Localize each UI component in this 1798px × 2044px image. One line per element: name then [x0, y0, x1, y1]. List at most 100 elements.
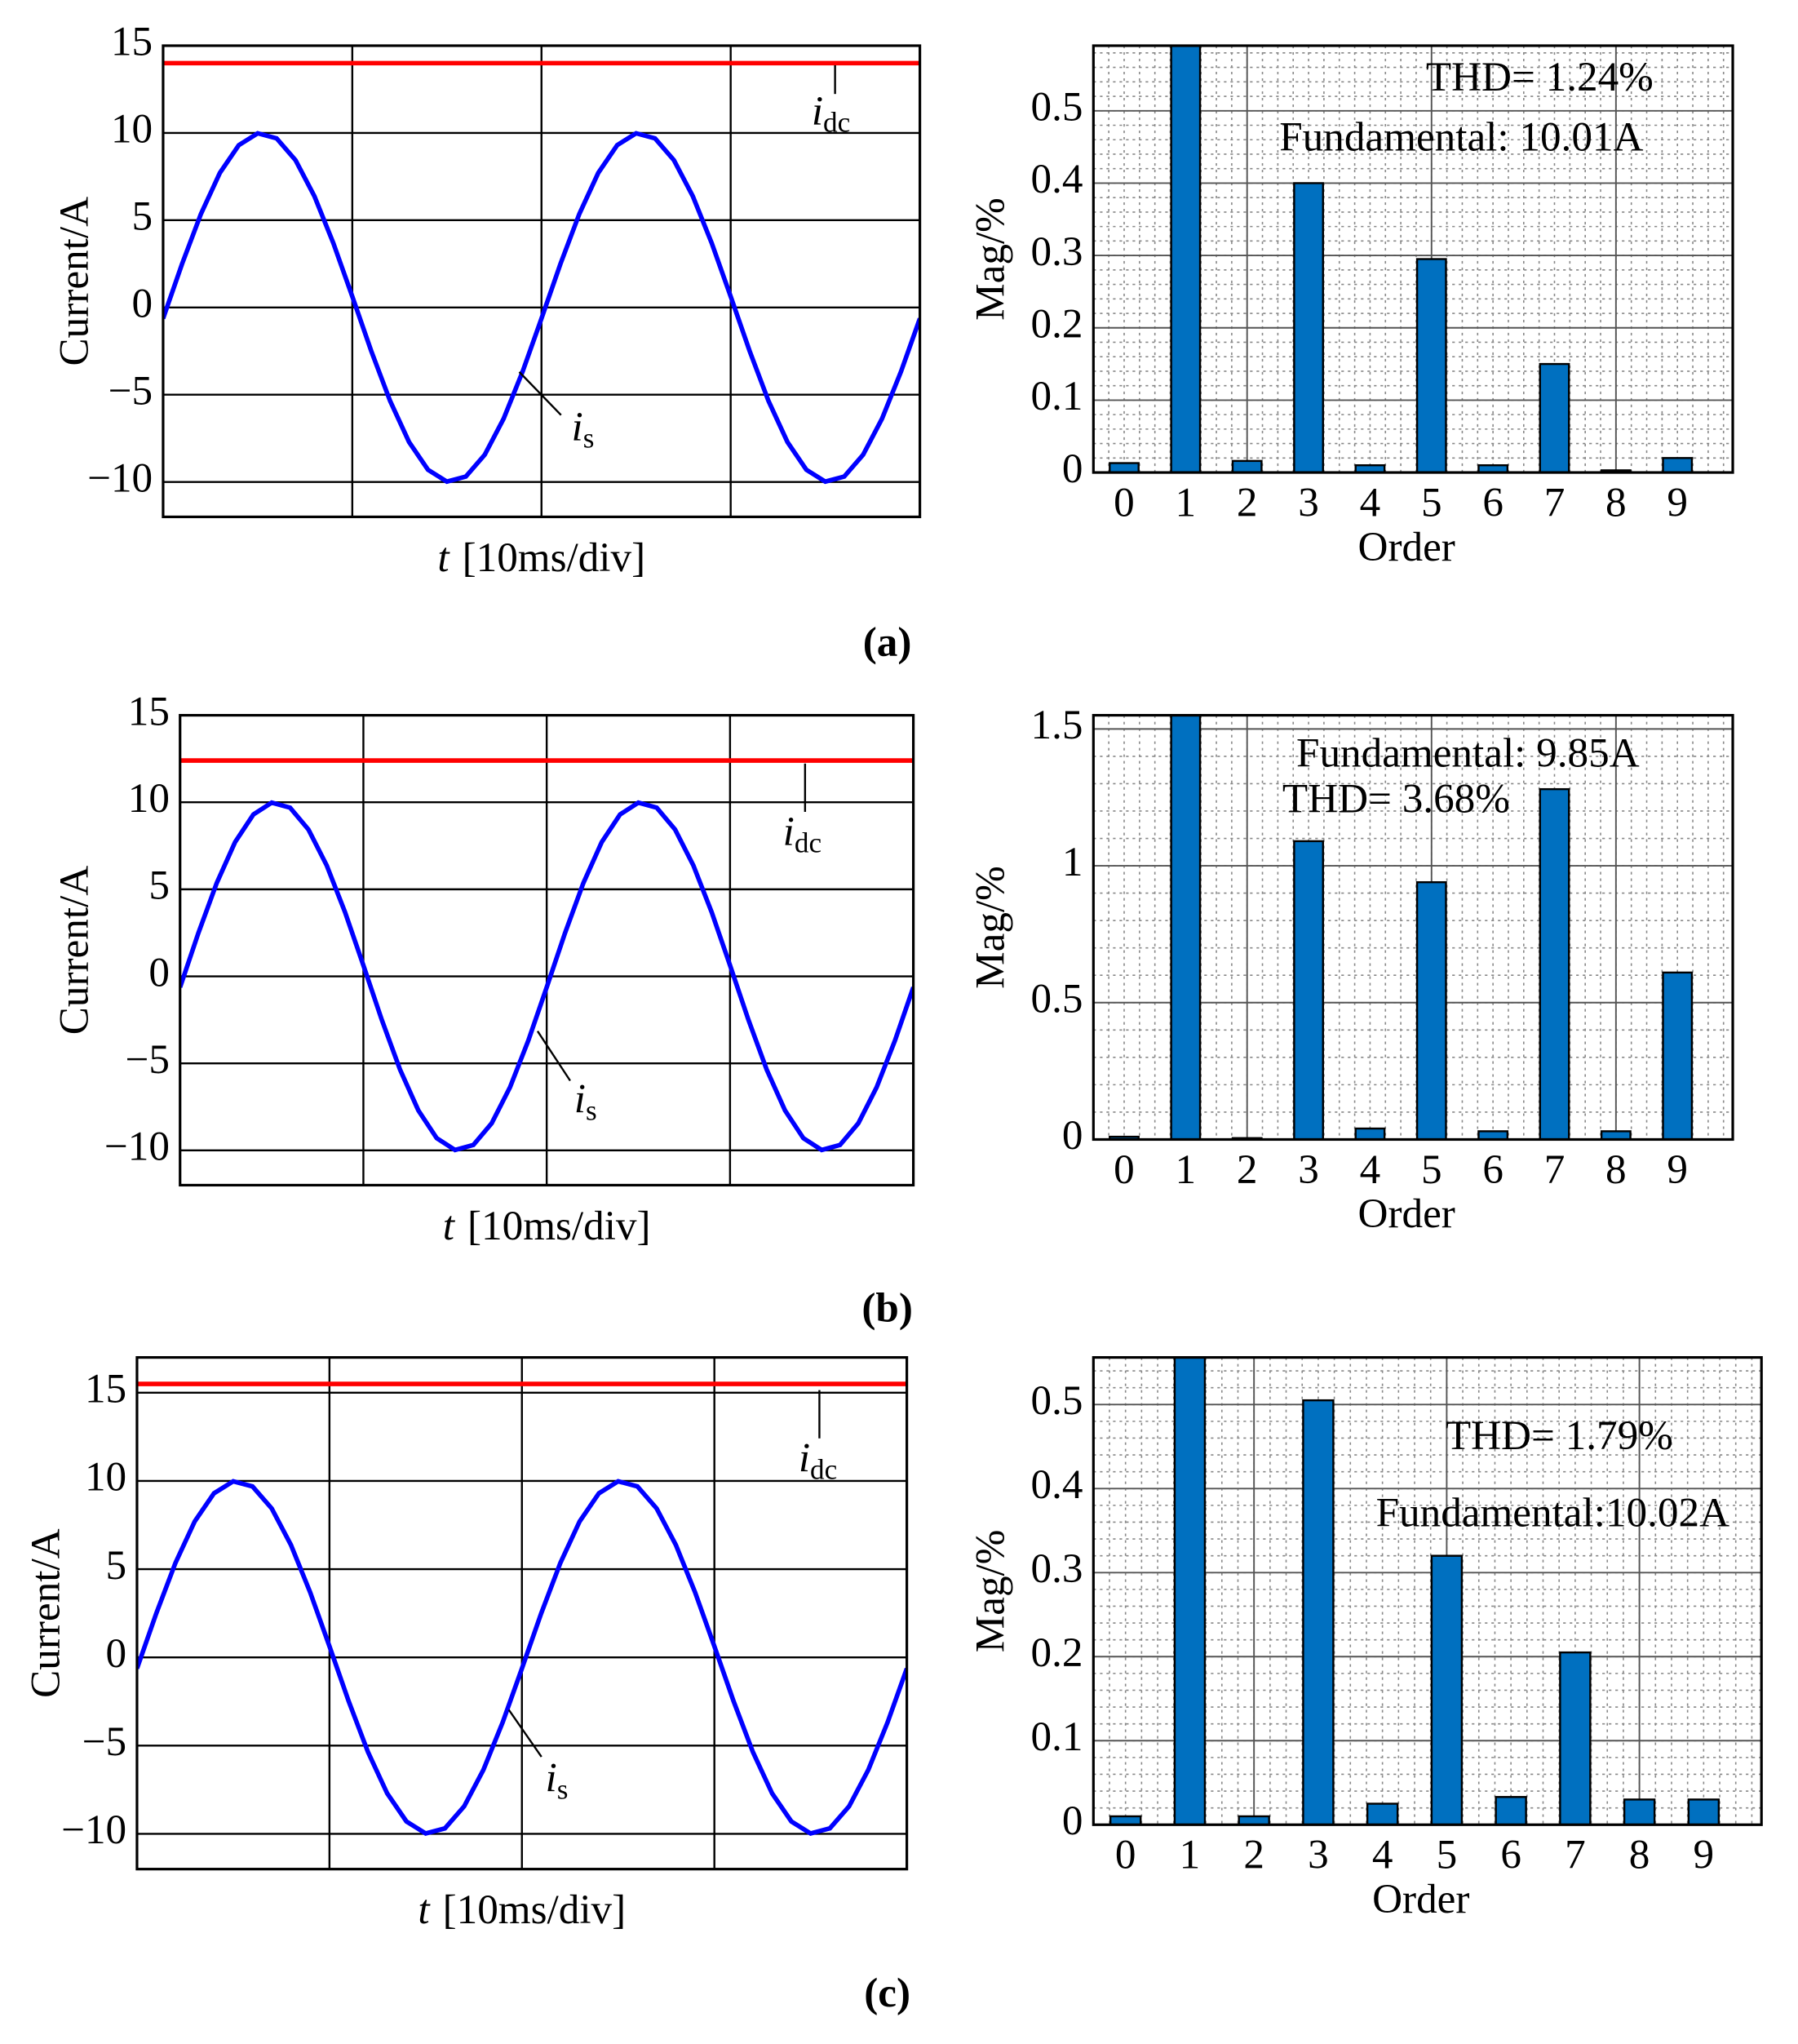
y-tick-label: −10 [104, 1124, 170, 1170]
y-tick-label: 5 [132, 193, 153, 240]
plot-frame [162, 44, 922, 519]
x-tick-label: 1 [1176, 479, 1197, 525]
series-label-main: i [572, 404, 583, 450]
series-label-main: i [799, 1434, 810, 1481]
series-label: idc [799, 1434, 837, 1485]
y-tick-label: −10 [61, 1807, 126, 1853]
y-tick-label: 1 [1062, 839, 1083, 885]
panel-caption: (a) [863, 619, 912, 666]
y-tick-label: 5 [148, 862, 170, 909]
x-axis-label: Order [1358, 1190, 1455, 1237]
bar [1173, 1357, 1207, 1825]
x-tick-label: 6 [1482, 1146, 1504, 1193]
series-label-sub: dc [795, 827, 822, 859]
series-label-sub: s [583, 423, 595, 454]
x-tick-label: 2 [1237, 479, 1258, 525]
series-label-sub: dc [823, 107, 850, 139]
bar [1109, 462, 1140, 473]
y-tick-label: 15 [128, 688, 170, 734]
x-tick-label: 2 [1237, 1146, 1258, 1193]
series-line [162, 131, 920, 485]
y-axis-label: Current/A [51, 197, 98, 366]
plot-frame [1092, 44, 1734, 474]
y-tick-label: 0.4 [1031, 156, 1083, 202]
plot-frame [1092, 713, 1734, 1142]
bar [1293, 182, 1324, 473]
bar [1354, 463, 1386, 473]
annotation: Fundamental:10.02A [1376, 1490, 1730, 1536]
y-tick-label: 0.4 [1031, 1461, 1083, 1508]
bar [1662, 457, 1694, 473]
y-tick-label: 0 [1062, 1112, 1083, 1159]
bar [1415, 258, 1447, 473]
y-axis-label: Current/A [23, 1528, 69, 1698]
y-tick-label: 0.1 [1031, 1714, 1083, 1760]
series-label-main: i [812, 88, 823, 135]
plot-frame [1092, 1356, 1763, 1826]
x-axis-label-unit: [10ms/div] [463, 534, 646, 581]
x-tick-label: 7 [1544, 1146, 1566, 1193]
bar [1109, 1815, 1142, 1825]
pointer [518, 371, 562, 416]
y-tick-label: 0 [148, 949, 170, 995]
series-label-main: i [783, 809, 795, 855]
y-tick-label: 0.5 [1031, 976, 1083, 1022]
pointer [536, 1031, 571, 1082]
bar [1477, 463, 1509, 473]
y-axis-label: Mag/% [968, 1530, 1014, 1653]
panel-caption: (c) [864, 1970, 910, 2016]
y-tick-label: 0 [1062, 1798, 1083, 1844]
series-label-sub: s [586, 1095, 597, 1127]
y-axis-label: Mag/% [968, 866, 1014, 989]
plot-frame [179, 713, 915, 1187]
y-tick-label: 0 [1062, 446, 1083, 492]
x-tick-label: 6 [1482, 479, 1504, 525]
y-tick-label: 0.3 [1031, 1545, 1083, 1592]
x-axis-label-var: t [443, 1203, 456, 1249]
x-tick-label: 0 [1114, 1146, 1135, 1193]
panel-caption: (b) [861, 1284, 913, 1331]
y-tick-label: −10 [87, 454, 153, 501]
x-axis-label: t [10ms/div] [418, 1887, 626, 1933]
series-label: is [574, 1075, 597, 1126]
bar [1170, 715, 1202, 1140]
y-tick-label: 10 [128, 775, 170, 822]
annotation: Fundamental: 10.01A [1279, 114, 1643, 161]
y-tick-label: 0.5 [1031, 84, 1083, 131]
annotation: THD= 1.24% [1426, 54, 1654, 100]
bar [1366, 1802, 1399, 1825]
bar [1170, 45, 1202, 473]
x-axis-label: t [10ms/div] [443, 1203, 651, 1249]
x-tick-label: 3 [1308, 1832, 1329, 1878]
x-axis-label: Order [1372, 1876, 1469, 1922]
series-label: is [546, 1754, 569, 1805]
series-label: idc [783, 809, 822, 859]
bar [1231, 459, 1263, 473]
y-tick-label: 5 [106, 1542, 127, 1589]
x-axis-label-unit: [10ms/div] [443, 1887, 627, 1933]
x-axis-label-unit: [10ms/div] [467, 1203, 651, 1249]
x-tick-label: 0 [1115, 1832, 1136, 1878]
bar [1687, 1798, 1720, 1825]
y-tick-label: −5 [125, 1036, 169, 1083]
x-tick-label: 9 [1694, 1832, 1715, 1878]
series-label: is [572, 404, 595, 454]
x-tick-label: 4 [1360, 479, 1381, 525]
series-label-main: i [574, 1075, 586, 1122]
x-axis-label: Order [1358, 524, 1455, 570]
y-tick-label: 0.1 [1031, 373, 1083, 419]
x-tick-label: 3 [1298, 479, 1319, 525]
y-tick-label: 15 [85, 1366, 126, 1412]
x-tick-label: 9 [1667, 1146, 1688, 1193]
x-tick-label: 1 [1180, 1832, 1201, 1878]
x-tick-label: 8 [1605, 479, 1627, 525]
x-axis-label-var: t [437, 534, 450, 581]
annotation: THD= 1.79% [1446, 1412, 1673, 1459]
series-label-sub: s [557, 1773, 569, 1805]
x-tick-label: 8 [1629, 1832, 1650, 1878]
series-line [136, 1479, 907, 1836]
x-tick-label: 4 [1372, 1832, 1393, 1878]
plot-frame [135, 1356, 909, 1871]
x-tick-label: 5 [1437, 1832, 1458, 1878]
